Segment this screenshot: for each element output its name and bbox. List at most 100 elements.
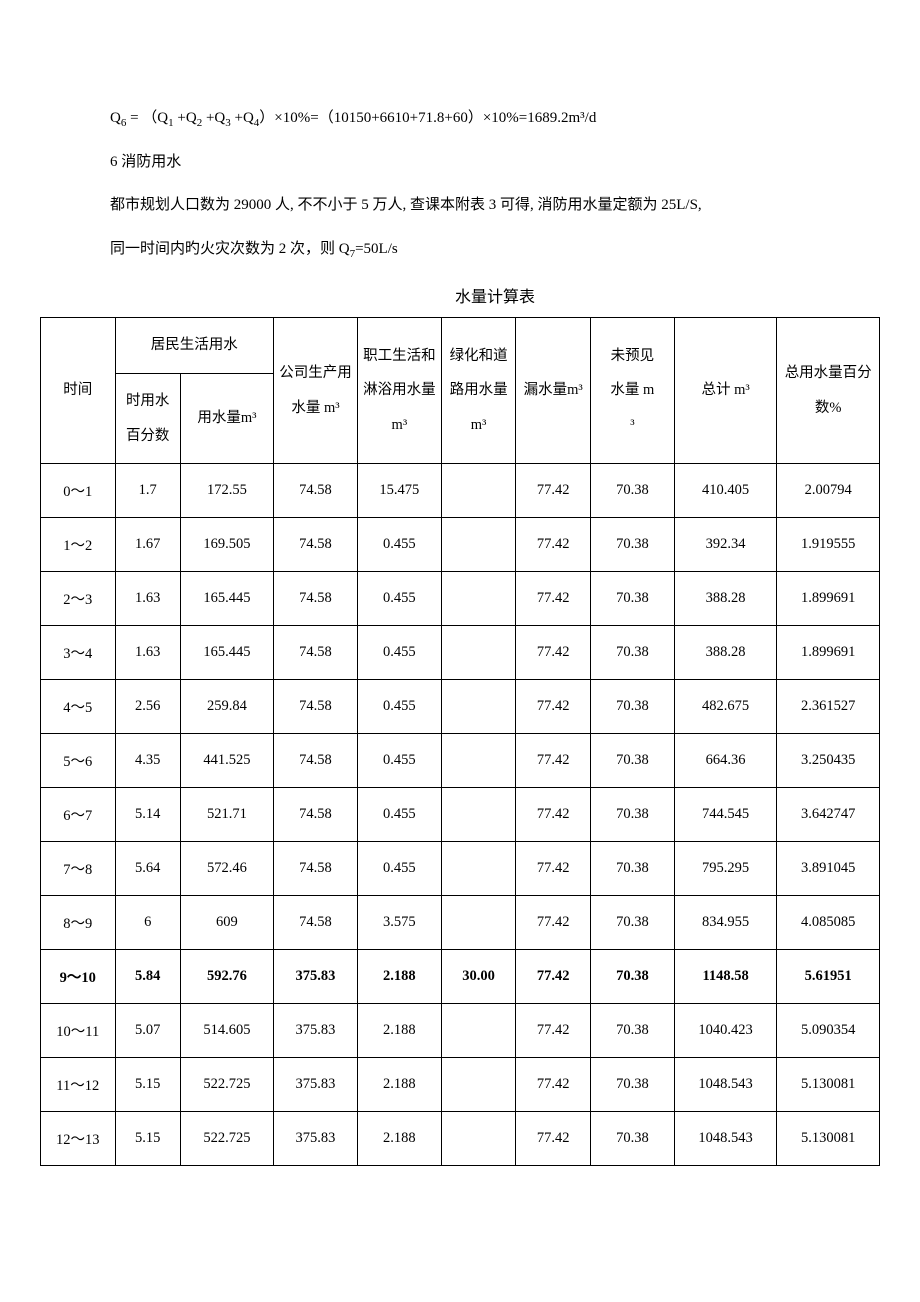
water-calculation-table: 时间 居民生活用水 公司生产用水量 m³ 职工生活和淋浴用水量 m³ 绿化和道路… xyxy=(40,317,880,1166)
table-cell: 375.83 xyxy=(274,1112,358,1166)
formula-text: ）×10%=（10150+6610+71.8+60）×10%=1689.2m³/… xyxy=(259,110,596,126)
formula-text: +Q xyxy=(202,110,225,126)
table-cell: 1～2 xyxy=(41,518,116,572)
formula-text: 同一时间内旳火灾次数为 2 次，则 Q xyxy=(110,241,350,257)
table-cell: 0.455 xyxy=(357,842,441,896)
table-cell: 1.63 xyxy=(115,626,180,680)
table-cell: 521.71 xyxy=(180,788,273,842)
table-cell: 441.525 xyxy=(180,734,273,788)
table-cell: 5.15 xyxy=(115,1058,180,1112)
table-cell: 172.55 xyxy=(180,464,273,518)
table-cell: 70.38 xyxy=(590,464,674,518)
table-cell: 3.250435 xyxy=(777,734,880,788)
table-cell: 7～8 xyxy=(41,842,116,896)
table-row: 9～105.84592.76375.832.18830.0077.4270.38… xyxy=(41,950,880,1004)
table-cell: 1.899691 xyxy=(777,626,880,680)
table-cell: 4.085085 xyxy=(777,896,880,950)
table-cell: 514.605 xyxy=(180,1004,273,1058)
table-cell: 70.38 xyxy=(590,1058,674,1112)
paragraph-text: 都市规划人口数为 29000 人, 不不小于 5 万人, 查课本附表 3 可得,… xyxy=(110,187,880,225)
table-cell: 74.58 xyxy=(274,518,358,572)
table-cell: 0.455 xyxy=(357,626,441,680)
header-res-pct: 时用水百分数 xyxy=(115,373,180,464)
table-row: 6～75.14521.7174.580.45577.4270.38744.545… xyxy=(41,788,880,842)
table-cell: 2～3 xyxy=(41,572,116,626)
table-cell: 4.35 xyxy=(115,734,180,788)
table-cell: 5.14 xyxy=(115,788,180,842)
table-cell: 2.188 xyxy=(357,1058,441,1112)
table-cell: 74.58 xyxy=(274,734,358,788)
table-cell: 0.455 xyxy=(357,680,441,734)
table-cell: 3～4 xyxy=(41,626,116,680)
table-cell: 0.455 xyxy=(357,788,441,842)
table-cell: 522.725 xyxy=(180,1058,273,1112)
table-cell: 11～12 xyxy=(41,1058,116,1112)
header-total-pct: 总用水量百分数% xyxy=(777,318,880,464)
table-cell: 482.675 xyxy=(674,680,777,734)
table-cell: 169.505 xyxy=(180,518,273,572)
table-cell: 12～13 xyxy=(41,1112,116,1166)
table-cell: 77.42 xyxy=(516,896,591,950)
table-cell: 1040.423 xyxy=(674,1004,777,1058)
table-cell: 3.642747 xyxy=(777,788,880,842)
table-cell: 6～7 xyxy=(41,788,116,842)
table-cell: 77.42 xyxy=(516,788,591,842)
table-row: 1～21.67169.50574.580.45577.4270.38392.34… xyxy=(41,518,880,572)
table-title: 水量计算表 xyxy=(110,283,880,307)
table-cell: 5.84 xyxy=(115,950,180,1004)
table-cell: 1.67 xyxy=(115,518,180,572)
table-cell: 259.84 xyxy=(180,680,273,734)
header-green: 绿化和道路用水量m³ xyxy=(441,318,516,464)
table-cell: 1148.58 xyxy=(674,950,777,1004)
table-cell: 77.42 xyxy=(516,518,591,572)
table-cell: 1.899691 xyxy=(777,572,880,626)
header-residential: 居民生活用水 xyxy=(115,318,273,374)
table-row: 10～115.07514.605375.832.18877.4270.38104… xyxy=(41,1004,880,1058)
table-cell: 77.42 xyxy=(516,572,591,626)
table-cell: 74.58 xyxy=(274,842,358,896)
table-cell: 74.58 xyxy=(274,788,358,842)
table-cell: 8～9 xyxy=(41,896,116,950)
table-cell xyxy=(441,1112,516,1166)
table-cell: 5.64 xyxy=(115,842,180,896)
table-cell xyxy=(441,680,516,734)
table-row: 2～31.63165.44574.580.45577.4270.38388.28… xyxy=(41,572,880,626)
table-cell: 2.188 xyxy=(357,1004,441,1058)
table-cell: 5.07 xyxy=(115,1004,180,1058)
header-text: ³ xyxy=(630,417,634,433)
header-total: 总计 m³ xyxy=(674,318,777,464)
formula-text: +Q xyxy=(174,110,197,126)
table-cell: 77.42 xyxy=(516,734,591,788)
table-cell: 388.28 xyxy=(674,572,777,626)
table-cell: 70.38 xyxy=(590,1112,674,1166)
table-cell: 74.58 xyxy=(274,626,358,680)
table-cell: 664.36 xyxy=(674,734,777,788)
table-cell: 74.58 xyxy=(274,680,358,734)
header-res-vol: 用水量m³ xyxy=(180,373,273,464)
header-time: 时间 xyxy=(41,318,116,464)
table-cell xyxy=(441,518,516,572)
table-cell: 5～6 xyxy=(41,734,116,788)
table-cell: 744.545 xyxy=(674,788,777,842)
table-cell: 77.42 xyxy=(516,464,591,518)
table-cell: 5.61951 xyxy=(777,950,880,1004)
table-cell: 74.58 xyxy=(274,464,358,518)
section-heading: 6 消防用水 xyxy=(110,144,880,182)
table-row: 4～52.56259.8474.580.45577.4270.38482.675… xyxy=(41,680,880,734)
table-cell xyxy=(441,626,516,680)
table-cell: 2.56 xyxy=(115,680,180,734)
table-cell: 572.46 xyxy=(180,842,273,896)
table-cell: 5.090354 xyxy=(777,1004,880,1058)
table-cell: 74.58 xyxy=(274,572,358,626)
header-text: 未预见 xyxy=(611,348,655,364)
header-bath: 职工生活和淋浴用水量 m³ xyxy=(357,318,441,464)
table-cell: 77.42 xyxy=(516,842,591,896)
table-cell: 5.15 xyxy=(115,1112,180,1166)
table-cell: 1048.543 xyxy=(674,1058,777,1112)
table-cell: 6 xyxy=(115,896,180,950)
table-cell: 1.63 xyxy=(115,572,180,626)
table-cell: 5.130081 xyxy=(777,1058,880,1112)
table-cell: 1.7 xyxy=(115,464,180,518)
table-cell: 1.919555 xyxy=(777,518,880,572)
table-cell: 70.38 xyxy=(590,896,674,950)
